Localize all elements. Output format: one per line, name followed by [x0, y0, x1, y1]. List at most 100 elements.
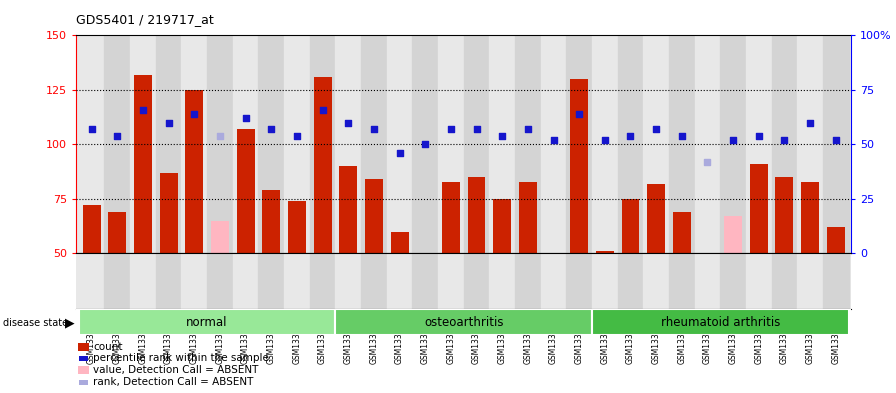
Bar	[310, 253, 335, 309]
Bar	[438, 253, 464, 309]
Point	[752, 132, 766, 139]
Text: normal: normal	[186, 316, 228, 329]
Point	[84, 126, 99, 132]
Bar	[592, 309, 849, 335]
Point	[187, 111, 202, 117]
Bar	[185, 90, 203, 253]
Bar	[673, 212, 691, 253]
Bar	[489, 253, 515, 309]
Bar	[412, 253, 438, 309]
Point	[521, 126, 535, 132]
Bar	[105, 35, 130, 253]
Bar	[797, 35, 823, 253]
Bar	[391, 232, 409, 253]
Bar	[258, 253, 284, 309]
Bar	[237, 129, 254, 253]
Bar	[515, 253, 540, 309]
Bar	[746, 35, 771, 253]
Bar	[694, 35, 720, 253]
Bar	[540, 35, 566, 253]
Bar	[263, 190, 280, 253]
Bar	[310, 35, 335, 253]
Bar	[365, 179, 383, 253]
Bar	[540, 253, 566, 309]
Bar	[207, 35, 233, 253]
Point	[598, 137, 612, 143]
Bar	[669, 253, 694, 309]
Bar	[489, 35, 515, 253]
Bar	[720, 253, 746, 309]
Bar	[570, 79, 588, 253]
Point	[289, 132, 304, 139]
Bar	[622, 199, 640, 253]
Bar	[412, 35, 438, 253]
Bar	[105, 253, 130, 309]
Bar	[361, 253, 387, 309]
Bar	[156, 35, 181, 253]
Bar	[130, 35, 156, 253]
Text: value, Detection Call = ABSENT: value, Detection Call = ABSENT	[93, 365, 259, 375]
Bar	[493, 199, 511, 253]
Point	[238, 115, 253, 121]
Point	[701, 159, 715, 165]
Bar	[617, 35, 643, 253]
Bar	[746, 253, 771, 309]
Bar	[566, 253, 592, 309]
Bar	[335, 309, 592, 335]
Point	[392, 150, 407, 156]
Bar	[438, 35, 464, 253]
Point	[444, 126, 458, 132]
Text: disease state: disease state	[3, 318, 68, 328]
Bar	[771, 35, 797, 253]
Text: rank, Detection Call = ABSENT: rank, Detection Call = ABSENT	[93, 377, 254, 387]
Bar	[82, 206, 100, 253]
Bar	[720, 35, 746, 253]
Bar	[130, 253, 156, 309]
Point	[315, 107, 330, 113]
Bar	[566, 35, 592, 253]
Bar	[335, 35, 361, 253]
Point	[418, 141, 433, 147]
Bar	[647, 184, 665, 253]
Bar	[361, 35, 387, 253]
Bar	[340, 166, 358, 253]
Point	[624, 132, 638, 139]
Bar	[771, 253, 797, 309]
Bar	[801, 182, 819, 253]
Text: count: count	[93, 342, 123, 352]
Bar	[207, 253, 233, 309]
Bar	[823, 253, 849, 309]
Bar	[284, 253, 310, 309]
Text: rheumatoid arthritis: rheumatoid arthritis	[660, 316, 780, 329]
Text: osteoarthritis: osteoarthritis	[424, 316, 504, 329]
Bar	[464, 253, 489, 309]
Bar	[827, 227, 845, 253]
Bar	[284, 35, 310, 253]
Bar	[592, 35, 617, 253]
Point	[547, 137, 561, 143]
Bar	[823, 35, 849, 253]
Bar	[314, 77, 332, 253]
Bar	[181, 35, 207, 253]
Point	[829, 137, 843, 143]
Bar	[776, 177, 794, 253]
Bar	[233, 253, 258, 309]
Point	[803, 119, 817, 126]
Bar	[750, 164, 768, 253]
Bar	[156, 253, 181, 309]
Text: percentile rank within the sample: percentile rank within the sample	[93, 353, 269, 364]
Bar	[442, 182, 460, 253]
Bar	[592, 253, 617, 309]
Point	[572, 111, 586, 117]
Bar	[159, 173, 177, 253]
Bar	[387, 253, 412, 309]
Bar	[181, 253, 207, 309]
Bar	[387, 35, 412, 253]
Bar	[669, 35, 694, 253]
Text: GDS5401 / 219717_at: GDS5401 / 219717_at	[76, 13, 214, 26]
Bar	[468, 177, 486, 253]
Bar	[617, 253, 643, 309]
Bar	[211, 221, 228, 253]
Bar	[335, 253, 361, 309]
Bar	[643, 253, 669, 309]
